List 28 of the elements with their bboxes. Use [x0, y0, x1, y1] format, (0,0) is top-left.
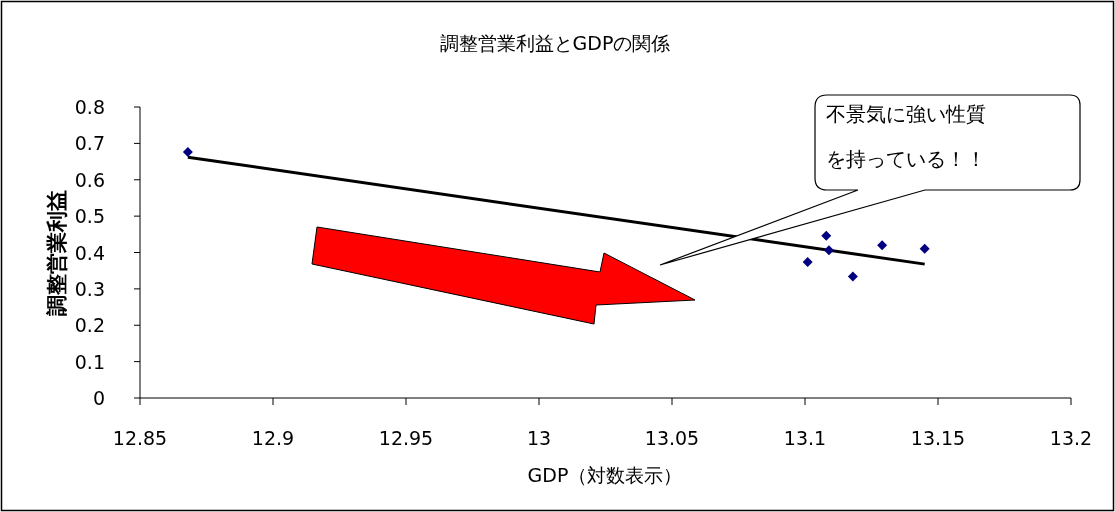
point — [919, 243, 930, 254]
annotation: 不景気に強い性質を持っている！！ — [826, 101, 987, 173]
point — [823, 245, 834, 256]
y-axis-title: 調整営業利益 — [45, 189, 69, 316]
y-tick-label: 0.3 — [74, 277, 105, 300]
y-tick-label: 0.2 — [74, 314, 105, 337]
point — [847, 271, 858, 282]
y-tick-label: 0 — [92, 387, 105, 409]
x-tick-label: 13.1 — [783, 427, 827, 449]
y-tick-label: 0.5 — [74, 205, 105, 228]
y-tick-label: 0.7 — [74, 132, 105, 155]
y-tick-label: 0.1 — [74, 350, 105, 373]
point — [877, 240, 888, 251]
x-axis-title: GDP（対数表示） — [527, 464, 683, 486]
y-tick-label: 0.6 — [74, 168, 105, 191]
point — [182, 147, 193, 158]
point — [821, 230, 832, 241]
x-tick-label: 12.85 — [112, 427, 168, 449]
x-tick-label: 12.95 — [378, 427, 434, 449]
x-tick-label: 13.2 — [1049, 427, 1093, 449]
x-tick-label: 13.15 — [910, 427, 966, 449]
x-tick-label: 12.9 — [251, 427, 295, 449]
y-tick-label: 0.4 — [74, 241, 105, 264]
point — [802, 256, 813, 267]
y-tick-label: 0.8 — [74, 96, 105, 118]
x-tick-label: 13 — [526, 427, 552, 449]
chart-title: 調整営業利益とGDPの関係 — [439, 32, 671, 54]
x-tick-label: 13.05 — [644, 427, 700, 449]
